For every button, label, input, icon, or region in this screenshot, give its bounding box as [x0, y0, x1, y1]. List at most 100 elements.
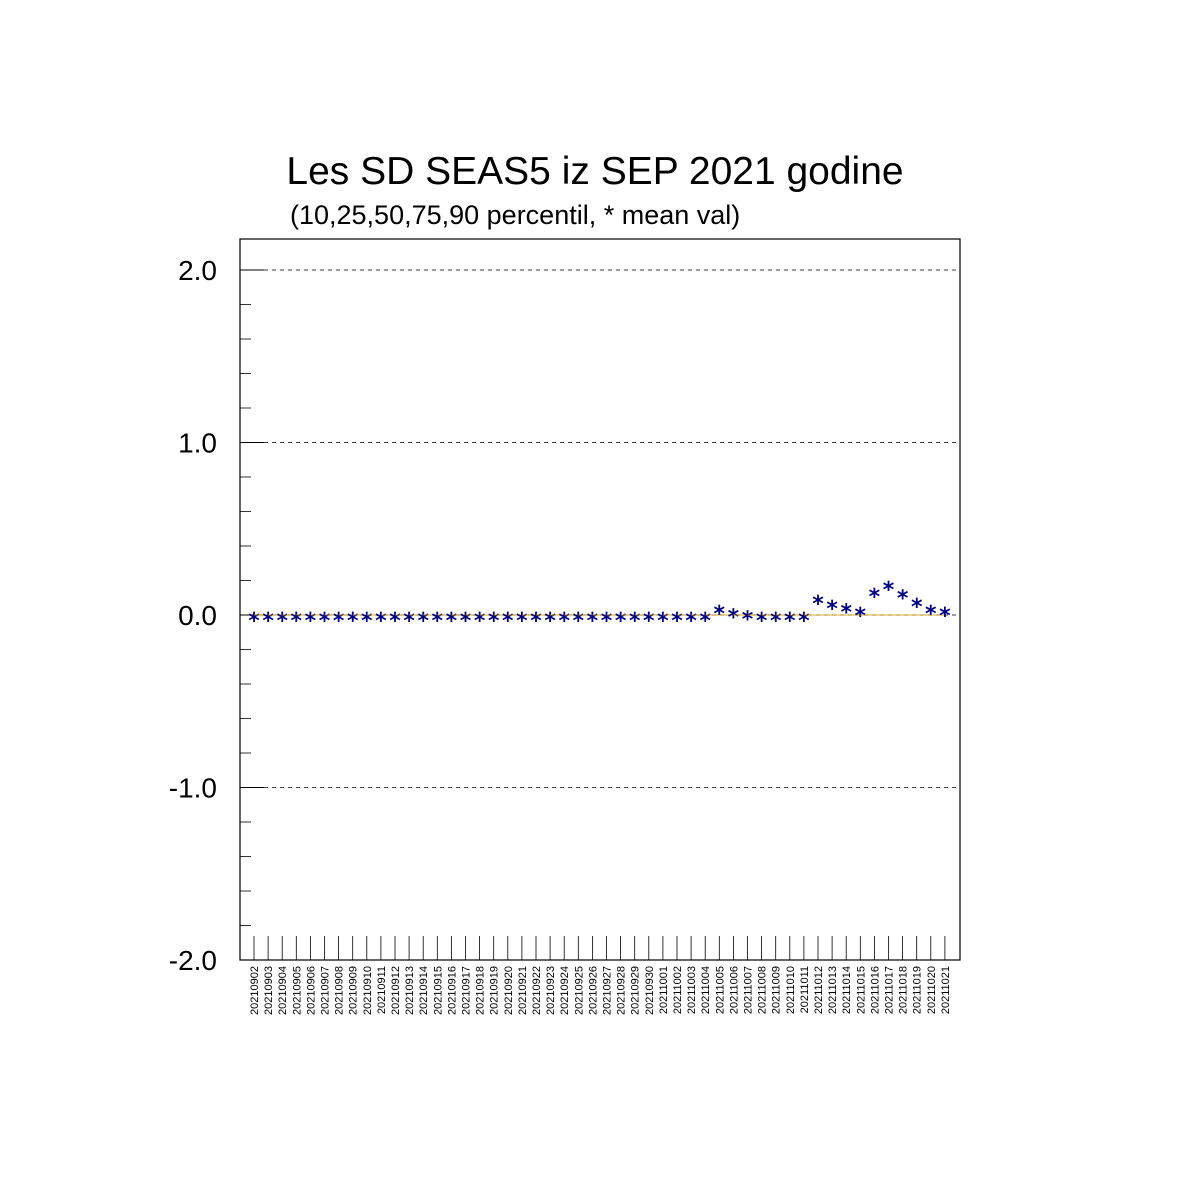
- x-tick-label: 20211020: [926, 966, 938, 1014]
- x-tick-label: 20210920: [503, 966, 515, 1015]
- x-tick-label: 20210921: [517, 966, 529, 1015]
- mean-marker: *: [587, 609, 599, 634]
- x-tick-label: 20211003: [686, 966, 698, 1014]
- x-tick-label: 20210907: [320, 966, 332, 1015]
- x-tick-label: 20211018: [898, 966, 910, 1014]
- x-tick-label: 20210906: [305, 966, 317, 1015]
- x-tick-label: 20210925: [573, 966, 585, 1015]
- x-tick-label: 20210922: [531, 966, 543, 1015]
- x-tick-label: 20210913: [404, 966, 416, 1015]
- mean-marker: *: [544, 609, 556, 634]
- x-tick-label: 20210926: [587, 966, 599, 1015]
- x-tick-label: 20211001: [658, 966, 670, 1014]
- x-tick-label: 20211002: [672, 966, 684, 1014]
- x-tick-label: 20210909: [348, 966, 360, 1015]
- y-tick-label: -1.0: [169, 773, 217, 804]
- mean-marker: *: [474, 609, 486, 634]
- mean-marker: *: [488, 609, 500, 634]
- mean-marker: *: [826, 597, 838, 622]
- mean-marker: *: [389, 609, 401, 634]
- mean-marker: *: [699, 609, 711, 634]
- x-tick-label: 20211011: [799, 966, 811, 1013]
- mean-marker: *: [812, 592, 824, 617]
- x-tick-label: 20210903: [263, 966, 275, 1015]
- mean-marker: *: [615, 609, 627, 634]
- mean-marker: *: [333, 609, 345, 634]
- x-tick-label: 20210902: [249, 966, 261, 1015]
- mean-marker: *: [601, 609, 613, 634]
- mean-marker: *: [530, 609, 542, 634]
- chart-title: Les SD SEAS5 iz SEP 2021 godine: [286, 150, 904, 193]
- mean-marker: *: [403, 609, 415, 634]
- x-tick-label: 20211012: [813, 966, 825, 1014]
- mean-marker: *: [573, 609, 585, 634]
- y-axis: -2.0 -1.0 0.0 1.0 2.0: [169, 255, 264, 976]
- mean-marker: *: [671, 609, 683, 634]
- mean-marker: *: [446, 609, 458, 634]
- x-tick-label: 20211008: [757, 966, 769, 1014]
- x-axis: 20210902 20210903 20210904 20210905 20210906…: [249, 936, 952, 1015]
- x-tick-label: 20210923: [545, 966, 557, 1015]
- x-tick-label: 20210927: [602, 966, 614, 1015]
- mean-marker: *: [939, 604, 951, 629]
- x-tick-label: 20211013: [827, 966, 839, 1014]
- x-tick-label: 20210904: [277, 966, 289, 1015]
- y-tick-label: -2.0: [169, 945, 217, 976]
- mean-marker: *: [742, 607, 754, 632]
- x-tick-label: 20211015: [855, 966, 867, 1014]
- mean-marker: *: [685, 609, 697, 634]
- x-tick-label: 20210911: [376, 966, 388, 1014]
- x-tick-label: 20211009: [771, 966, 783, 1014]
- mean-marker: *: [855, 604, 867, 629]
- mean-marker: *: [347, 609, 359, 634]
- x-tick-label: 20210924: [559, 966, 571, 1015]
- x-tick-label: 20210915: [432, 966, 444, 1015]
- x-tick-label: 20211019: [912, 966, 924, 1014]
- x-tick-label: 20210918: [475, 966, 487, 1015]
- x-tick-label: 20210929: [630, 966, 642, 1015]
- x-tick-label: 20210930: [644, 966, 656, 1015]
- x-tick-label: 20210919: [489, 966, 501, 1015]
- mean-marker: *: [361, 609, 373, 634]
- x-tick-label: 20210914: [418, 966, 430, 1015]
- mean-marker: *: [911, 595, 923, 620]
- data-layer: * * * * * * * * * * * * * * * * * * * * * * * * * * * * * * * * * * * * * * * *…: [248, 578, 951, 634]
- chart-subtitle: (10,25,50,75,90 percentil, * mean val): [290, 200, 741, 230]
- mean-marker: *: [460, 609, 472, 634]
- mean-marker: *: [558, 609, 570, 634]
- x-tick-label: 20210912: [390, 966, 402, 1015]
- mean-marker: *: [897, 587, 909, 612]
- mean-marker: *: [784, 609, 796, 634]
- x-tick-label: 20210910: [362, 966, 374, 1015]
- mean-marker: *: [840, 600, 852, 625]
- x-tick-label: 20211005: [714, 966, 726, 1014]
- mean-marker: *: [756, 609, 768, 634]
- mean-marker: *: [502, 609, 514, 634]
- y-tick-label: 0.0: [178, 600, 217, 631]
- x-tick-label: 20211007: [743, 966, 755, 1014]
- mean-marker: *: [432, 609, 444, 634]
- mean-marker: *: [305, 609, 317, 634]
- mean-marker: *: [417, 609, 429, 634]
- x-tick-label: 20210908: [334, 966, 346, 1015]
- grid-layer: [240, 269, 960, 788]
- y-tick-label: 2.0: [178, 255, 217, 286]
- mean-marker: *: [319, 609, 331, 634]
- mean-marker: *: [248, 609, 260, 634]
- mean-marker: *: [883, 578, 895, 603]
- x-tick-label: 20211016: [869, 966, 881, 1014]
- x-tick-label: 20210905: [291, 966, 303, 1015]
- x-tick-label: 20210928: [616, 966, 628, 1015]
- mean-marker: *: [262, 609, 274, 634]
- plot-frame: [239, 238, 961, 961]
- mean-marker: *: [516, 609, 528, 634]
- x-tick-label: 20210917: [461, 966, 473, 1015]
- mean-marker: *: [629, 609, 641, 634]
- x-tick-label: 20211006: [728, 966, 740, 1014]
- mean-marker: *: [375, 609, 387, 634]
- x-tick-label: 20211004: [700, 966, 712, 1014]
- mean-marker: *: [657, 609, 669, 634]
- x-tick-label: 20210916: [446, 966, 458, 1015]
- mean-marker: *: [291, 609, 303, 634]
